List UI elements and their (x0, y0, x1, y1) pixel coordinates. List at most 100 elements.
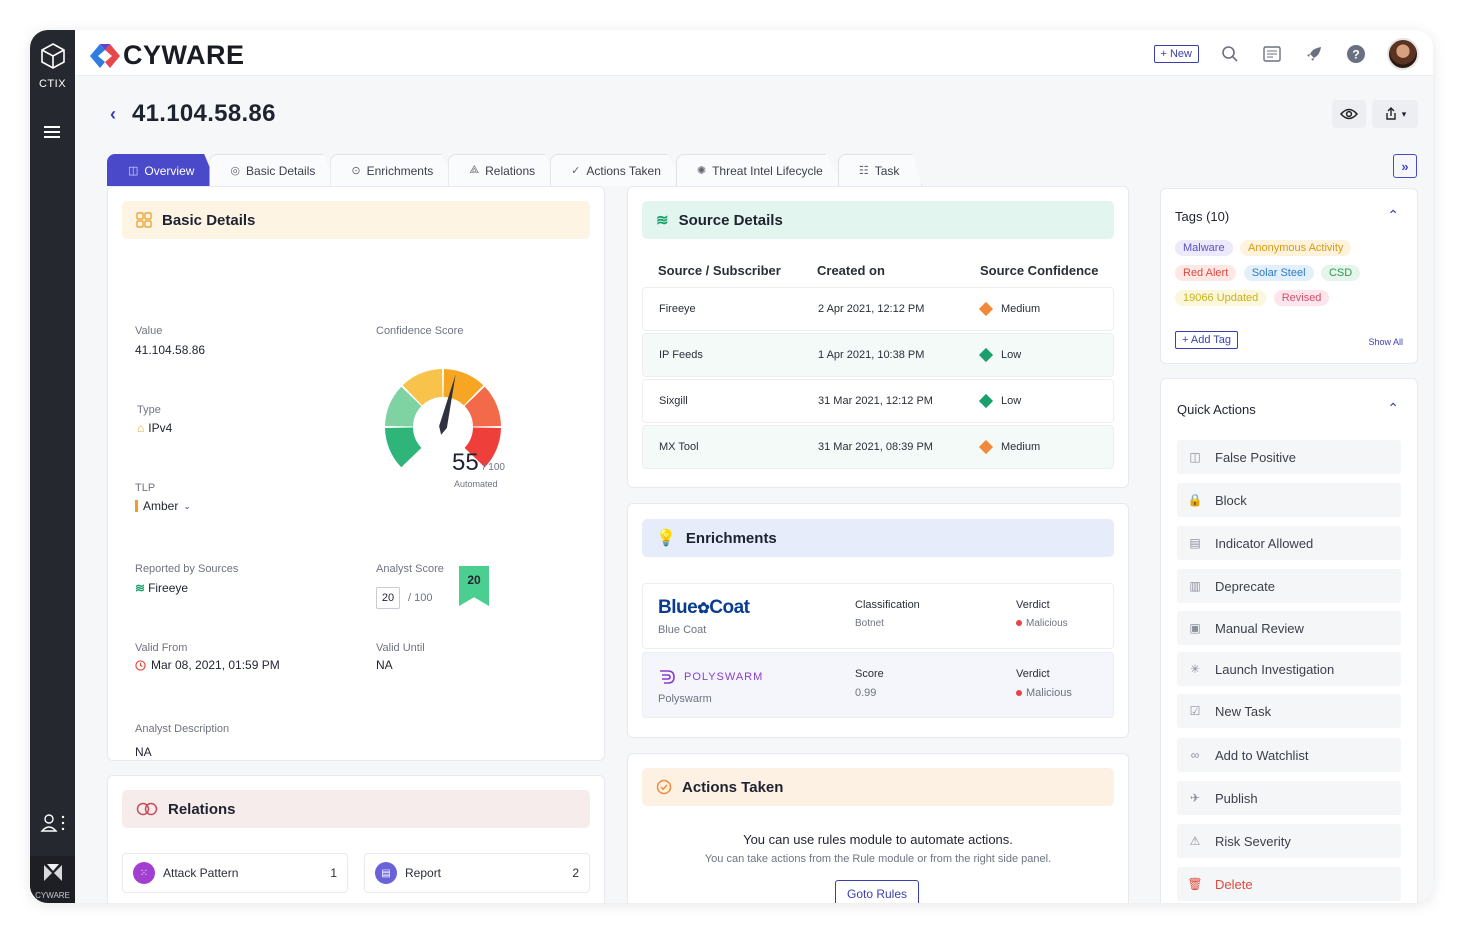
help-icon[interactable]: ? (1345, 43, 1367, 65)
gauge-segment (385, 386, 422, 427)
check-circle-icon (656, 779, 672, 795)
tab-threat-intel-lifecycle[interactable]: ✺ Threat Intel Lifecycle (675, 154, 846, 186)
metric-label: Classification (855, 599, 920, 611)
tab-actions-taken[interactable]: ✓ Actions Taken (550, 154, 684, 186)
share-button[interactable]: ▾ (1372, 100, 1418, 128)
search-icon[interactable] (1219, 43, 1241, 65)
chevron-down-icon: ⌄ (183, 500, 191, 511)
table-row[interactable]: IP Feeds 1 Apr 2021, 10:38 PM Low (642, 333, 1114, 377)
brand[interactable]: CYWARE (90, 40, 245, 71)
quick-action-publish[interactable]: ✈ Publish (1177, 781, 1401, 815)
tag-chip[interactable]: Red Alert (1175, 265, 1237, 281)
tab-basic-details[interactable]: ◎ Basic Details (209, 154, 339, 186)
enrichments-card: 💡 Enrichments Blue✿Coat Blue Coat Classi… (627, 503, 1129, 738)
cell-confidence: Low (1001, 395, 1022, 407)
quick-action-indicator-allowed[interactable]: ▤ Indicator Allowed (1177, 526, 1401, 560)
tab-enrichments[interactable]: ⊙ Enrichments (330, 154, 457, 186)
description-label: Analyst Description (135, 723, 230, 735)
value-text: 41.104.58.86 (135, 343, 206, 357)
analyst-score-input[interactable]: 20 (376, 587, 400, 609)
confidence-subtext: Automated (454, 479, 498, 489)
source-icon: ≋ (656, 212, 669, 229)
false-positive-icon: ◫ (1189, 450, 1201, 464)
tag-chip[interactable]: Anonymous Activity (1240, 240, 1352, 256)
cell-created: 2 Apr 2021, 12:12 PM (818, 303, 925, 315)
tag-chip[interactable]: 19066 Updated (1175, 290, 1267, 306)
enrichment-polyswarm[interactable]: POLYSWARM Polyswarm Score 0.99 Verdict M… (642, 652, 1114, 718)
hamburger-menu-icon[interactable] (44, 126, 60, 141)
medium-diamond-icon (978, 439, 994, 455)
chevron-up-icon[interactable]: ⌃ (1387, 207, 1399, 223)
enrich-icon: ⊙ (351, 165, 361, 177)
actions-taken-header: Actions Taken (642, 768, 1114, 806)
watch-button[interactable] (1332, 100, 1366, 128)
quick-action-launch-investigation[interactable]: ✳ Launch Investigation (1177, 652, 1401, 686)
quick-action-add-to-watchlist[interactable]: ∞ Add to Watchlist (1177, 738, 1401, 772)
relation-attack-pattern[interactable]: ⁙ Attack Pattern 1 (122, 853, 348, 893)
tag-chip[interactable]: Malware (1175, 240, 1233, 256)
basic-details-header: Basic Details (122, 201, 590, 239)
actions-taken-card: Actions Taken You can use rules module t… (627, 753, 1129, 903)
tab-overview[interactable]: ◫ Overview (107, 154, 218, 186)
malicious-dot-icon (1016, 690, 1022, 697)
lifecycle-icon: ✺ (696, 165, 707, 177)
cell-confidence: Medium (1001, 441, 1041, 453)
gauge-segment (464, 427, 501, 468)
share-icon (1386, 107, 1396, 120)
gauge-needle-shape (439, 374, 456, 435)
app-window: CTIX CYWARE CYWARE + New (30, 30, 1433, 903)
double-chevron-right-icon: » (1401, 158, 1409, 174)
quick-action-block[interactable]: 🔒 Block (1177, 483, 1401, 517)
type-text: IPv4 (148, 421, 173, 435)
tlp-select[interactable]: Amber ⌄ (135, 499, 191, 513)
table-row[interactable]: MX Tool 31 Mar 2021, 08:39 PM Medium (642, 425, 1114, 469)
quick-action-delete[interactable]: 🗑 Delete (1177, 867, 1401, 901)
actions-heading: You can use rules module to automate act… (743, 832, 1013, 847)
basic-details-title: Basic Details (162, 211, 256, 229)
tag-chip[interactable]: CSD (1320, 265, 1361, 281)
quick-action-new-task[interactable]: ☑ New Task (1177, 694, 1401, 728)
relation-label: Report (405, 866, 442, 880)
quick-action-false-positive[interactable]: ◫ False Positive (1177, 440, 1401, 474)
cell-created: 31 Mar 2021, 12:12 PM (818, 395, 933, 407)
verdict-label: Verdict (1016, 599, 1050, 611)
tlp-amber-marker (135, 500, 138, 512)
source-details-card: ≋ Source Details Source / Subscriber Cre… (627, 186, 1129, 488)
verdict-value: Malicious (1026, 618, 1068, 629)
table-row[interactable]: Fireeye 2 Apr 2021, 12:12 PM Medium (642, 287, 1114, 331)
ctix-logo-icon[interactable] (40, 42, 66, 70)
enrichment-bluecoat[interactable]: Blue✿Coat Blue Coat Classification Botne… (642, 583, 1114, 649)
tag-chip[interactable]: Revised (1273, 290, 1330, 306)
cell-source: Fireeye (659, 303, 696, 315)
tag-chip[interactable]: Solar Steel (1243, 265, 1314, 281)
top-bar: CYWARE + New ? (75, 30, 1433, 76)
quick-action-deprecate[interactable]: ▥ Deprecate (1177, 569, 1401, 603)
relation-report[interactable]: ▤ Report 2 (364, 853, 590, 893)
new-button[interactable]: + New (1153, 45, 1199, 63)
notes-icon[interactable] (1261, 43, 1283, 65)
value-label: Value (135, 325, 163, 337)
expand-panel-button[interactable]: » (1393, 154, 1417, 178)
quick-action-risk-severity[interactable]: ⚠ Risk Severity (1177, 824, 1401, 858)
user-avatar[interactable] (1387, 38, 1419, 70)
show-all-link[interactable]: Show All (1368, 337, 1403, 347)
rocket-icon[interactable] (1303, 43, 1325, 65)
back-button[interactable]: ‹ (110, 103, 116, 124)
warning-icon: ⚠ (1189, 834, 1201, 848)
cyware-footer-logo: CYWARE (30, 856, 75, 903)
quick-action-manual-review[interactable]: ▣ Manual Review (1177, 611, 1401, 645)
cell-source: IP Feeds (659, 349, 703, 361)
tab-task[interactable]: ☷ Task (837, 154, 923, 186)
user-menu-icon[interactable] (39, 813, 67, 833)
tab-relations[interactable]: ⟁ Relations (448, 154, 559, 186)
metric-value: 0.99 (855, 687, 877, 699)
cell-created: 1 Apr 2021, 10:38 PM (818, 349, 925, 361)
chevron-up-icon[interactable]: ⌃ (1387, 400, 1399, 416)
add-tag-button[interactable]: + Add Tag (1175, 331, 1239, 349)
fireeye-icon: ≋ (135, 581, 146, 595)
table-row[interactable]: Sixgill 31 Mar 2021, 12:12 PM Low (642, 379, 1114, 423)
goto-rules-button[interactable]: Goto Rules (835, 880, 919, 903)
reported-source: Fireeye (148, 581, 189, 595)
check-circle-icon: ✓ (571, 165, 581, 177)
enrichments-title: Enrichments (685, 529, 777, 547)
